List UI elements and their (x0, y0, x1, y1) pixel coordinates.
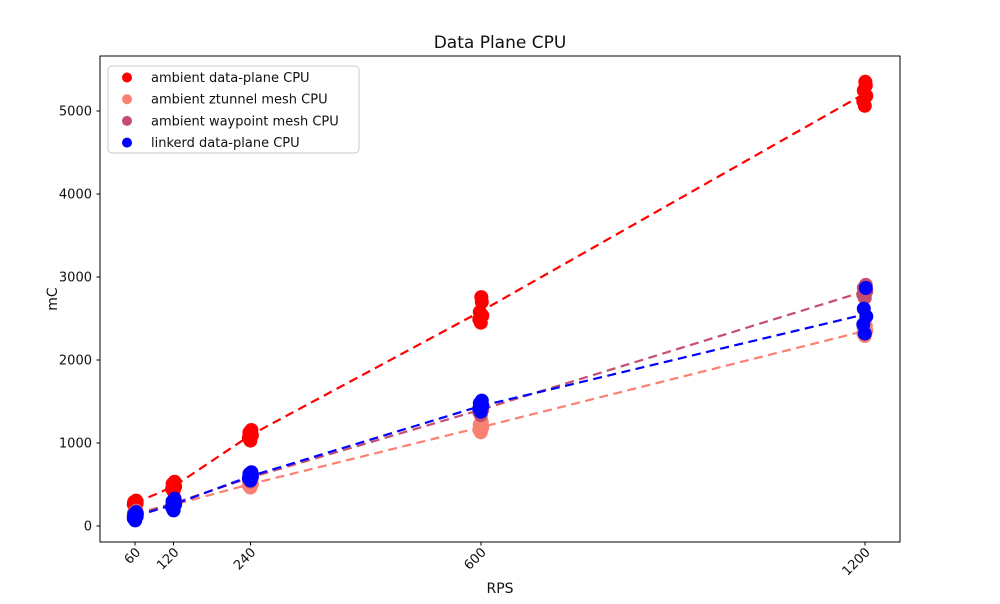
legend-label: linkerd data-plane CPU (151, 136, 300, 151)
y-axis-label: mC (45, 287, 61, 311)
data-point (474, 290, 489, 305)
legend-marker (122, 94, 132, 105)
x-axis-label: RPS (486, 581, 513, 597)
data-point (129, 493, 144, 508)
legend-label: ambient ztunnel mesh CPU (151, 93, 328, 108)
data-point (858, 74, 873, 89)
data-point (167, 474, 182, 489)
y-tick-label: 0 (84, 520, 92, 535)
legend-box (107, 65, 360, 154)
data-point (244, 423, 259, 437)
data-point (856, 301, 871, 316)
data-point (858, 281, 873, 295)
y-tick-label: 5000 (59, 104, 92, 119)
data-point (167, 491, 182, 506)
legend-marker (122, 72, 132, 83)
legend-marker (122, 137, 132, 148)
chart-title: Data Plane CPU (434, 33, 567, 53)
data-point (474, 393, 489, 408)
data-point (129, 505, 144, 520)
legend: ambient data-plane CPU ambient ztunnel me… (107, 65, 360, 154)
legend-label: ambient waypoint mesh CPU (151, 114, 339, 129)
y-tick-label: 1000 (59, 437, 92, 452)
y-tick-label: 3000 (59, 270, 92, 285)
legend-label: ambient data-plane CPU (151, 71, 310, 86)
data-point (244, 465, 259, 480)
legend-marker (122, 115, 132, 126)
y-tick-label: 2000 (59, 354, 92, 369)
y-tick-label: 4000 (59, 187, 92, 202)
